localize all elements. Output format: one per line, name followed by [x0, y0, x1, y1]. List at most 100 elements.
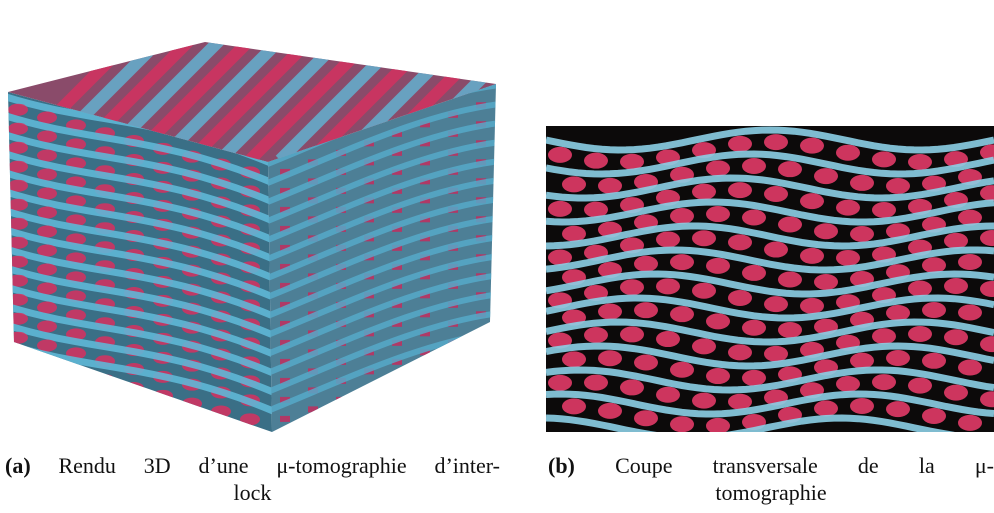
tow-end: [420, 273, 430, 280]
weft-yarn: [922, 175, 946, 192]
weave-layer: [8, 281, 272, 361]
weft-yarn: [944, 278, 968, 295]
tow-end: [392, 339, 402, 346]
weft-yarn: [850, 398, 874, 415]
weft-yarn: [886, 177, 910, 194]
tow-end: [8, 160, 28, 173]
weft-yarn: [634, 410, 658, 427]
tow-end: [8, 179, 28, 192]
weft-yarn: [670, 208, 694, 225]
weft-yarn: [980, 391, 994, 408]
tow-end: [37, 130, 57, 143]
weft-yarn: [814, 223, 838, 240]
weft-yarn: [886, 350, 910, 367]
weft-yarn: [922, 407, 946, 424]
weave-layer: [268, 120, 496, 206]
weft-yarn: [598, 177, 622, 194]
weft-yarn: [944, 329, 968, 346]
caption-label: (a): [5, 453, 31, 478]
weft-yarn: [850, 225, 874, 242]
tow-end: [8, 103, 28, 116]
weft-yarn: [548, 374, 572, 391]
warp-yarn: [546, 222, 994, 250]
tow-end: [420, 368, 430, 375]
tow-end: [280, 187, 290, 194]
tow-end: [280, 244, 290, 251]
weft-yarn: [764, 185, 788, 202]
tow-end: [37, 301, 57, 314]
weft-yarn: [850, 174, 874, 191]
tow-end: [8, 350, 28, 363]
weft-yarn: [800, 247, 824, 264]
tow-end: [392, 206, 402, 213]
warp-yarn: [546, 318, 994, 346]
weft-yarn: [742, 158, 766, 175]
tow-end: [392, 168, 402, 175]
weft-yarn: [872, 151, 896, 168]
weft-yarn: [706, 257, 730, 274]
weft-yarn: [886, 401, 910, 418]
weft-yarn: [620, 153, 644, 170]
weft-yarn: [980, 185, 994, 202]
weft-yarn: [562, 398, 586, 415]
tow-end: [182, 397, 202, 410]
tow-end: [392, 263, 402, 270]
warp-yarn: [546, 126, 994, 154]
weft-yarn: [584, 152, 608, 169]
weft-yarn: [706, 417, 730, 432]
weft-yarn: [706, 160, 730, 177]
weft-yarn: [742, 209, 766, 226]
tow-end: [392, 130, 402, 137]
tow-end: [280, 263, 290, 270]
weft-yarn: [692, 230, 716, 247]
tow-end: [392, 149, 402, 156]
weft-yarn: [656, 231, 680, 248]
tow-end: [280, 396, 290, 403]
weft-yarn: [692, 183, 716, 200]
caption-text: tomographie: [715, 480, 827, 505]
image-3d-render: [8, 42, 496, 432]
weft-yarn: [764, 345, 788, 362]
tow-end: [420, 197, 430, 204]
caption-text: lock: [233, 480, 272, 505]
tow-end: [420, 292, 430, 299]
tow-end: [37, 358, 57, 371]
tow-end: [280, 320, 290, 327]
weft-yarn: [800, 297, 824, 314]
weft-yarn: [836, 249, 860, 266]
caption-line: (b) Coupe transversale de la μ-: [548, 452, 994, 479]
warp-yarn: [546, 174, 994, 202]
weft-yarn: [814, 400, 838, 417]
weft-yarn: [778, 271, 802, 288]
weft-yarn: [728, 393, 752, 410]
weft-yarn: [548, 332, 572, 349]
tow-end: [8, 312, 28, 325]
weft-yarn: [980, 336, 994, 353]
tow-end: [336, 396, 346, 403]
weft-yarn: [670, 306, 694, 323]
weft-yarn: [742, 369, 766, 386]
tow-end: [420, 330, 430, 337]
weft-yarn: [764, 241, 788, 258]
weft-yarn: [634, 255, 658, 272]
weft-yarn: [598, 350, 622, 367]
weft-yarn: [706, 368, 730, 385]
weft-yarn: [958, 254, 982, 271]
weft-yarn: [548, 200, 572, 217]
weft-yarn: [728, 344, 752, 361]
weave-layer: [8, 243, 272, 323]
warp-yarn: [546, 342, 994, 370]
weft-yarn: [620, 326, 644, 343]
weft-yarn: [944, 384, 968, 401]
tow-end: [420, 235, 430, 242]
weft-yarn: [562, 225, 586, 242]
tow-end: [37, 149, 57, 162]
caption-a: (a) Rendu 3D d’une μ-tomographie d’inter…: [5, 452, 500, 506]
tow-end: [280, 415, 290, 422]
tow-end: [476, 330, 486, 337]
tow-end: [37, 111, 57, 124]
tow-end: [8, 122, 28, 135]
tow-end: [448, 358, 458, 365]
weave-layer: [268, 177, 496, 263]
